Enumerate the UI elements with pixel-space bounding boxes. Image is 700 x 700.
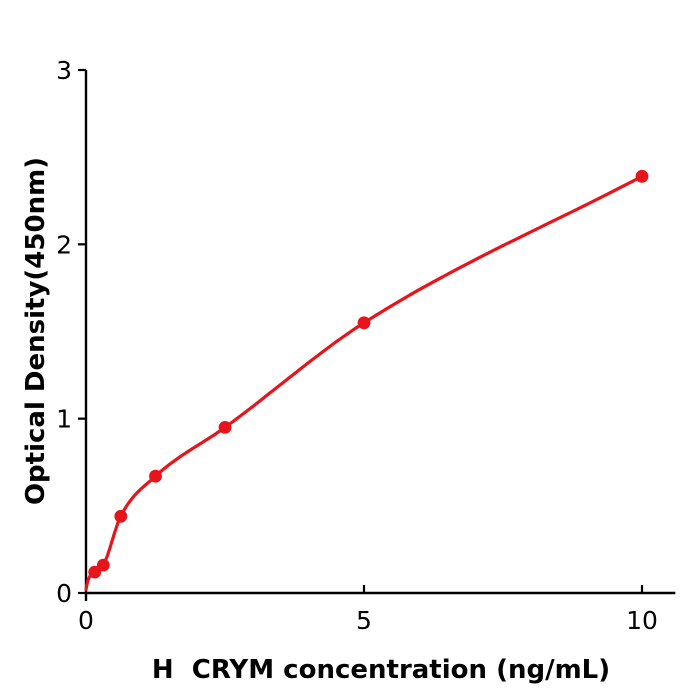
x-axis-label: H CRYM concentration (ng/mL) (152, 655, 610, 685)
axes-spines (84, 70, 676, 601)
axis-ticks (78, 68, 644, 595)
data-point (357, 316, 371, 330)
y-axis-label: Optical Density(450nm) (21, 157, 51, 505)
y-tick-label: 2 (56, 230, 72, 259)
fit-curve-line (84, 174, 644, 592)
x-tick-label: 5 (356, 606, 372, 635)
data-point (635, 169, 649, 183)
y-tick-label: 1 (56, 405, 72, 434)
data-point (114, 509, 128, 523)
x-tick-label: 0 (78, 606, 94, 635)
data-point (149, 469, 162, 483)
data-point-markers (88, 169, 649, 579)
data-point (218, 421, 232, 434)
axis-tick-labels: 0 5 10 0 1 2 3 (56, 56, 658, 635)
x-tick-label: 10 (626, 606, 658, 635)
data-point (88, 565, 102, 579)
y-tick-label: 3 (56, 56, 72, 85)
data-point (96, 558, 110, 572)
y-tick-label: 0 (56, 579, 72, 608)
